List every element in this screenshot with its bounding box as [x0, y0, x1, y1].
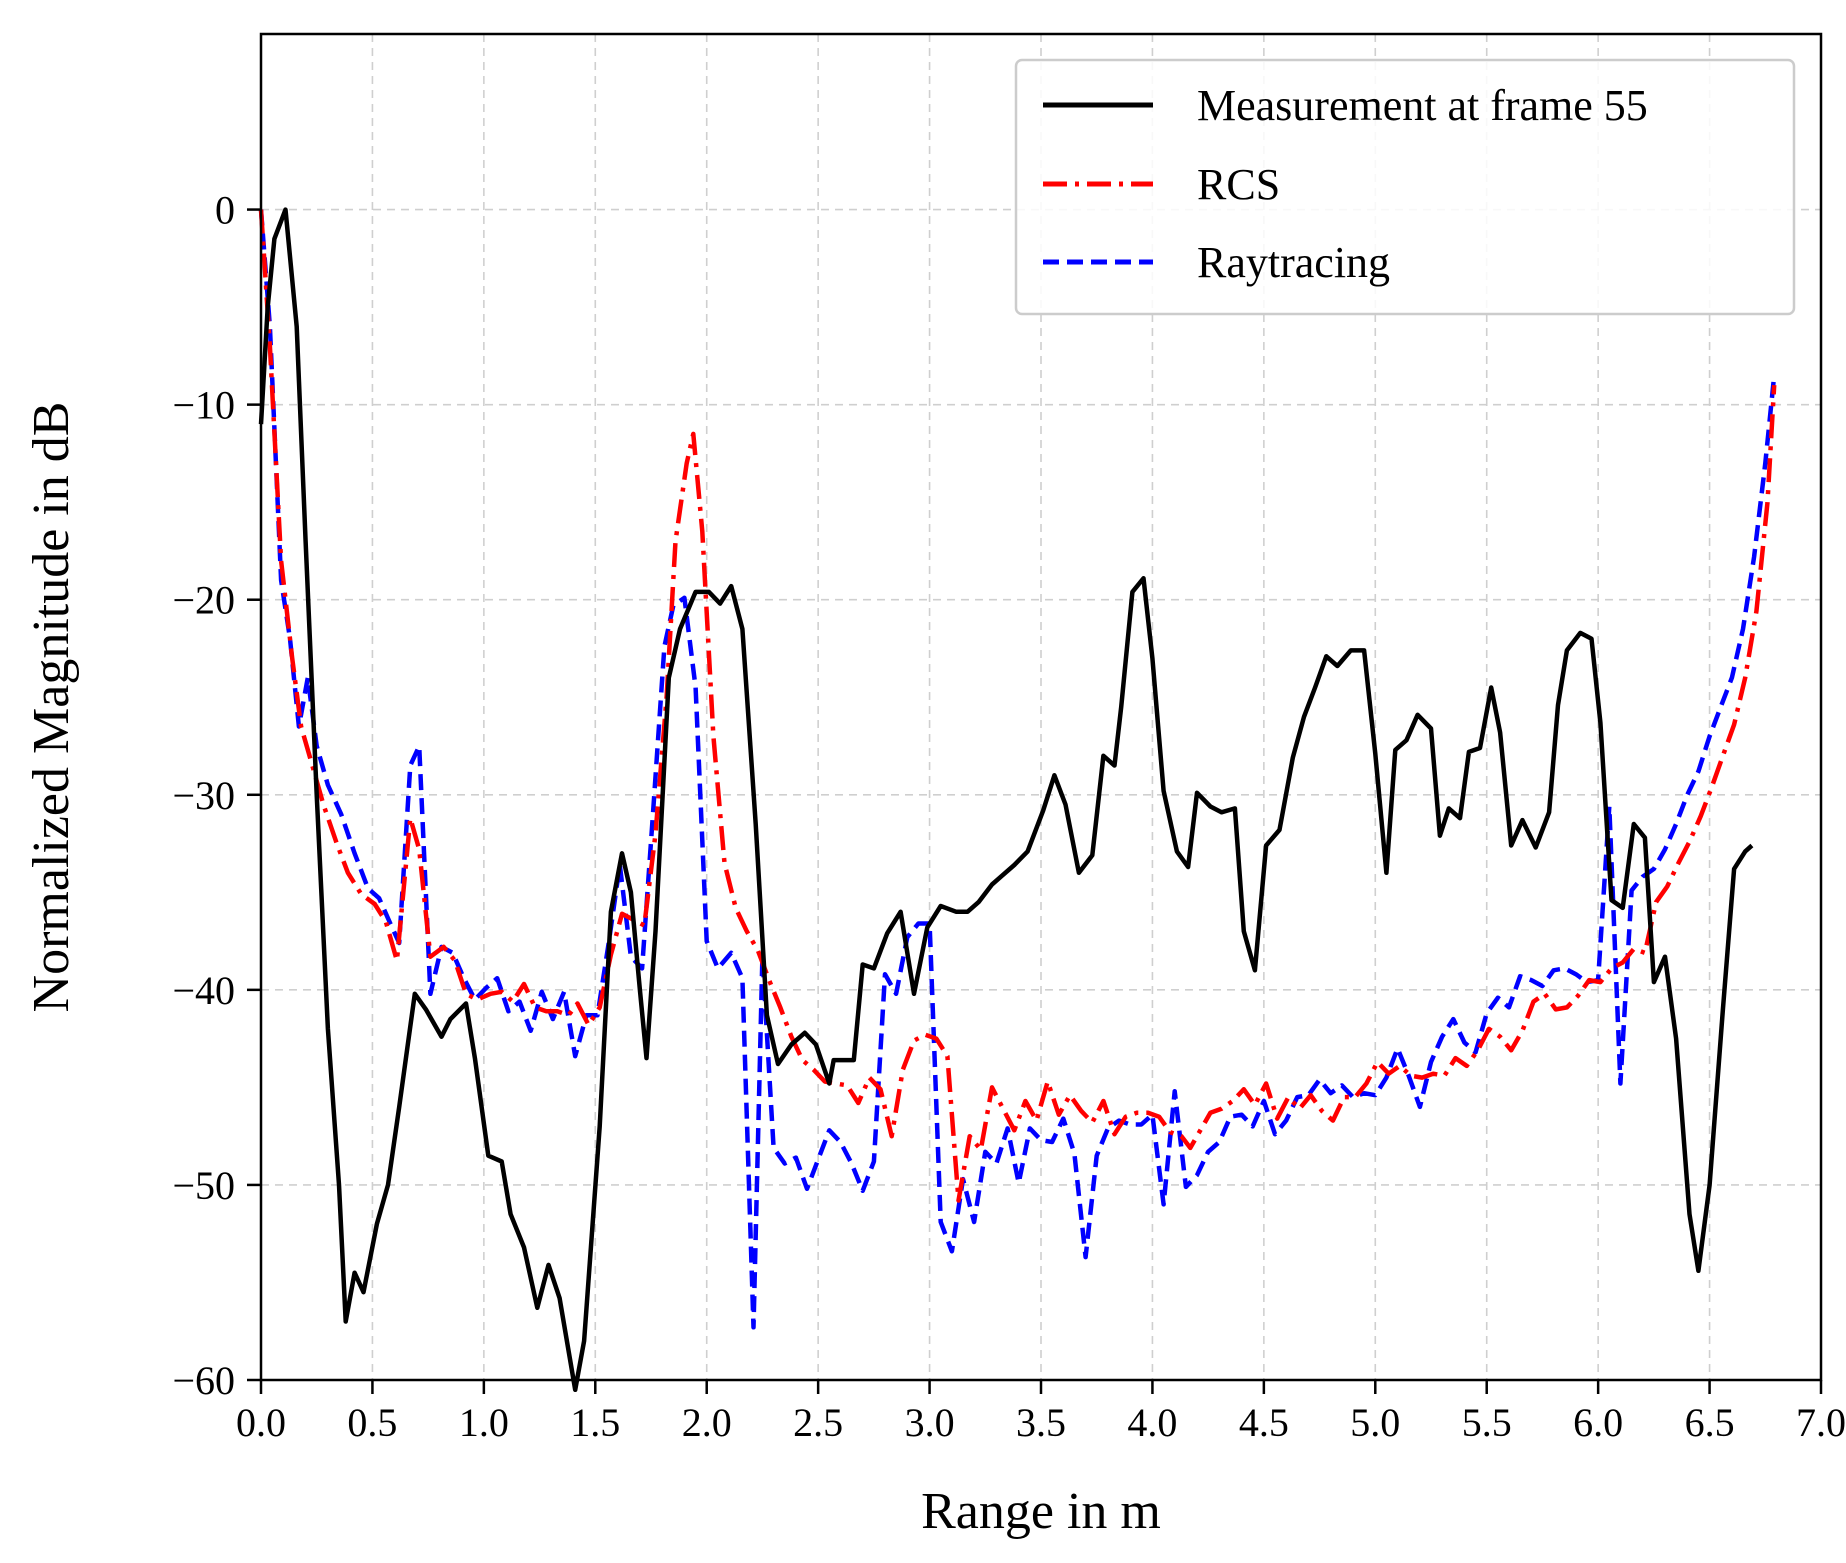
x-tick-label: 5.0	[1350, 1400, 1400, 1445]
x-tick-label: 4.0	[1127, 1400, 1177, 1445]
x-axis-label: Range in m	[921, 1483, 1161, 1540]
x-tick-label: 4.5	[1239, 1400, 1289, 1445]
series-line-rcs	[258, 209, 1777, 1203]
y-tick-label: −40	[172, 968, 235, 1013]
x-tick-label: 2.0	[682, 1400, 732, 1445]
y-tick-label: −60	[172, 1358, 235, 1403]
x-tick-label: 5.5	[1462, 1400, 1512, 1445]
y-tick-label: −10	[172, 383, 235, 428]
x-tick-label: 6.0	[1573, 1400, 1623, 1445]
series-lines	[258, 207, 1777, 1393]
x-tick-label: 0.0	[236, 1400, 286, 1445]
legend-box	[1014, 58, 1796, 316]
legend-label-raytracing: Raytracing	[1197, 238, 1390, 287]
y-tick-label: 0	[215, 188, 235, 233]
y-tick-label: −20	[172, 578, 235, 623]
y-tick-label: −30	[172, 773, 235, 818]
axis-ticks: 0.0 0.5 1.0 1.5 2.0 2.5 3.0 3.5 4.0 4.5 5.0 5.5 6.0 6…	[172, 188, 1846, 1445]
legend: Measurement at frame 55 RCS Raytracing	[1014, 58, 1796, 316]
x-tick-label: 1.5	[570, 1400, 620, 1445]
y-axis-label: Normalized Magnitude in dB	[23, 402, 80, 1013]
legend-label-rcs: RCS	[1197, 160, 1280, 209]
x-tick-label: 6.5	[1685, 1400, 1735, 1445]
x-tick-label: 7.0	[1796, 1400, 1846, 1445]
x-tick-label: 3.0	[905, 1400, 955, 1445]
x-tick-label: 2.5	[793, 1400, 843, 1445]
series-line-measurement-at-frame-55	[258, 207, 1754, 1393]
series-line-raytracing	[258, 209, 1777, 1330]
legend-label-measurement: Measurement at frame 55	[1197, 81, 1648, 130]
x-tick-label: 3.5	[1016, 1400, 1066, 1445]
x-tick-label: 1.0	[459, 1400, 509, 1445]
x-tick-label: 0.5	[347, 1400, 397, 1445]
y-tick-label: −50	[172, 1163, 235, 1208]
